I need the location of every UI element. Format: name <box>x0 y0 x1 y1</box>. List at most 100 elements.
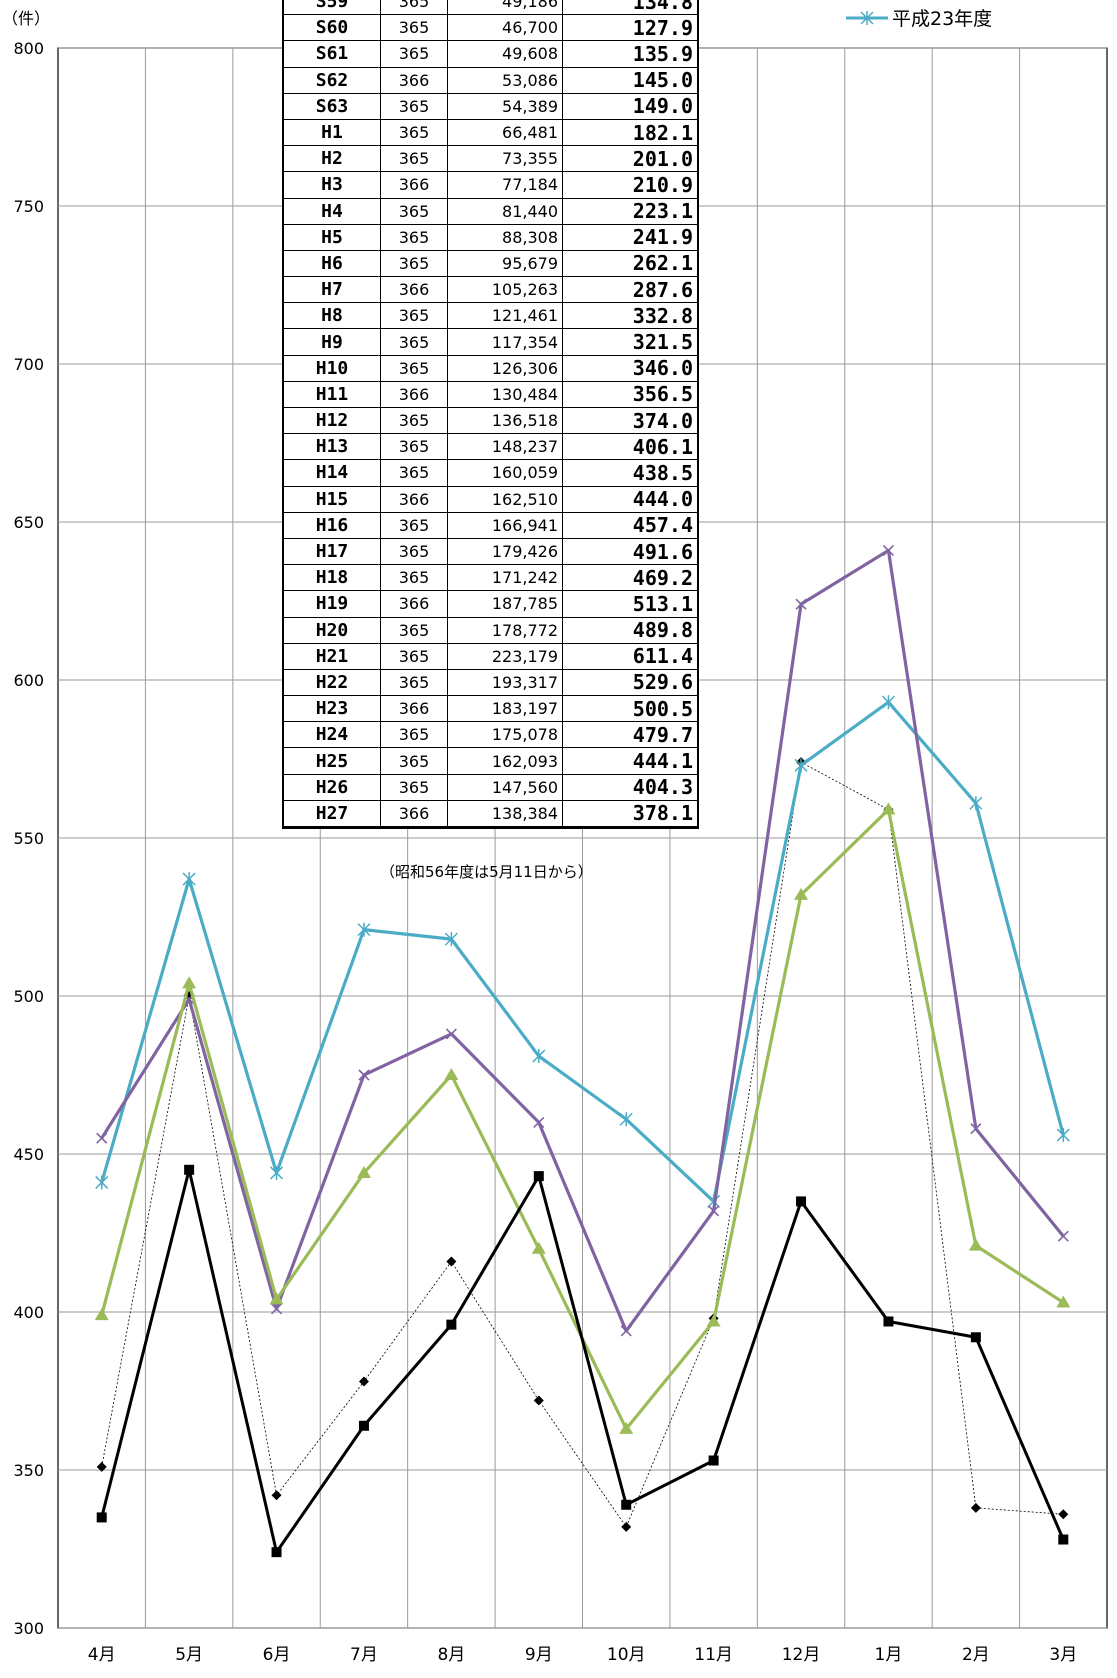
data-point <box>96 1132 108 1144</box>
table-row: H20 365 178,772 489.8 <box>283 617 698 644</box>
table-total-cell: 160,059 <box>447 459 563 487</box>
x-tick-label: 4月 <box>88 1645 116 1665</box>
table-average-cell: 321.5 <box>562 328 698 356</box>
x-tick-label: 10月 <box>607 1645 646 1665</box>
data-point <box>271 1547 282 1558</box>
data-point <box>96 1512 107 1523</box>
table-average-cell: 127.9 <box>562 14 698 42</box>
table-total-cell: 49,608 <box>447 40 563 68</box>
x-tick-label: 9月 <box>525 1645 553 1665</box>
table-total-cell: 162,510 <box>447 486 563 513</box>
table-year-cell: H19 <box>283 590 381 618</box>
table-year-cell: H16 <box>283 512 381 539</box>
table-days-cell: 365 <box>380 328 448 356</box>
x-axis-ticks: 4月 5月 6月 7月 8月 9月 10月 11月 12月 1月 2月 3月 <box>88 1645 1077 1665</box>
table-row: H5 365 88,308 241.9 <box>283 224 698 251</box>
table-average-cell: 457.4 <box>562 512 698 539</box>
table-total-cell: 162,093 <box>447 747 563 775</box>
table-days-cell: 365 <box>380 433 448 461</box>
legend: 平成23年度 <box>846 8 992 30</box>
data-point <box>444 1068 459 1080</box>
table-days-cell: 366 <box>380 486 448 513</box>
table-row: H15 366 162,510 444.0 <box>283 486 698 513</box>
y-tick-label: 700 <box>13 355 44 374</box>
x-tick-label: 7月 <box>350 1645 378 1665</box>
table-days-cell: 365 <box>380 145 448 173</box>
series-lines <box>94 544 1071 1558</box>
table-total-cell: 49,186 <box>447 0 563 16</box>
data-point <box>620 1325 632 1337</box>
table-average-cell: 444.0 <box>562 486 698 513</box>
yearly-stats-table: S59 365 49,186 134.8 S60 365 46,700 127.9 S61 365… <box>282 0 699 829</box>
data-point <box>358 1420 369 1431</box>
table-days-cell: 365 <box>380 119 448 147</box>
data-point <box>532 1049 546 1064</box>
table-year-cell: H9 <box>283 328 381 356</box>
table-average-cell: 444.1 <box>562 747 698 775</box>
data-point <box>356 1165 371 1178</box>
data-point <box>621 1521 632 1532</box>
table-row: H16 365 166,941 457.4 <box>283 512 698 539</box>
data-point <box>795 598 807 610</box>
table-average-cell: 489.8 <box>562 617 698 644</box>
table-average-cell: 356.5 <box>562 381 698 409</box>
data-point <box>619 1421 634 1434</box>
table-average-cell: 287.6 <box>562 276 698 304</box>
data-point <box>1058 1534 1069 1545</box>
table-row: H10 365 126,306 346.0 <box>283 355 698 382</box>
table-row: H4 365 81,440 223.1 <box>283 198 698 225</box>
data-point <box>446 1319 457 1330</box>
table-total-cell: 121,461 <box>447 302 563 330</box>
data-point <box>446 1256 457 1267</box>
x-tick-label: 12月 <box>782 1645 821 1665</box>
x-tick-label: 2月 <box>962 1645 990 1665</box>
series-1 <box>96 544 1069 1337</box>
data-point <box>706 1314 721 1327</box>
table-year-cell: S63 <box>283 93 381 120</box>
table-average-cell: 491.6 <box>562 538 698 566</box>
table-days-cell: 366 <box>380 590 448 618</box>
table-year-cell: S62 <box>283 67 381 94</box>
table-row: H3 366 77,184 210.9 <box>283 171 698 199</box>
table-total-cell: 223,179 <box>447 643 563 670</box>
table-total-cell: 130,484 <box>447 381 563 409</box>
table-total-cell: 171,242 <box>447 564 563 592</box>
table-average-cell: 500.5 <box>562 695 698 723</box>
x-tick-label: 3月 <box>1049 1645 1077 1665</box>
table-year-cell: H1 <box>283 119 381 147</box>
table-total-cell: 187,785 <box>447 590 563 618</box>
table-days-cell: 365 <box>380 0 448 16</box>
data-point <box>970 1332 981 1343</box>
table-total-cell: 179,426 <box>447 538 563 566</box>
y-tick-label: 450 <box>13 1145 44 1164</box>
table-year-cell: H23 <box>283 695 381 723</box>
data-point <box>968 1238 983 1251</box>
table-total-cell: 166,941 <box>447 512 563 539</box>
table-total-cell: 183,197 <box>447 695 563 723</box>
table-days-cell: 365 <box>380 459 448 487</box>
data-point <box>358 1069 370 1081</box>
table-year-cell: H6 <box>283 250 381 278</box>
table-row: H11 366 130,484 356.5 <box>283 381 698 409</box>
table-total-cell: 66,481 <box>447 119 563 147</box>
table-days-cell: 366 <box>380 67 448 94</box>
table-days-cell: 365 <box>380 302 448 330</box>
table-year-cell: H5 <box>283 224 381 251</box>
table-average-cell: 210.9 <box>562 171 698 199</box>
table-total-cell: 73,355 <box>447 145 563 173</box>
data-point <box>1056 1295 1071 1308</box>
data-point <box>533 1395 544 1406</box>
y-tick-label: 300 <box>13 1619 44 1638</box>
data-point <box>882 544 895 557</box>
data-point <box>1057 1230 1069 1242</box>
table-row: H19 366 187,785 513.1 <box>283 590 698 618</box>
legend-label: 平成23年度 <box>892 8 992 30</box>
data-point <box>270 1303 283 1315</box>
table-row: H13 365 148,237 406.1 <box>283 433 698 461</box>
data-point <box>445 1028 457 1040</box>
series-line <box>100 1168 1065 1554</box>
table-row: H18 365 171,242 469.2 <box>283 564 698 592</box>
data-point <box>794 887 809 900</box>
data-point <box>271 1490 282 1501</box>
y-tick-label: 550 <box>13 829 44 848</box>
